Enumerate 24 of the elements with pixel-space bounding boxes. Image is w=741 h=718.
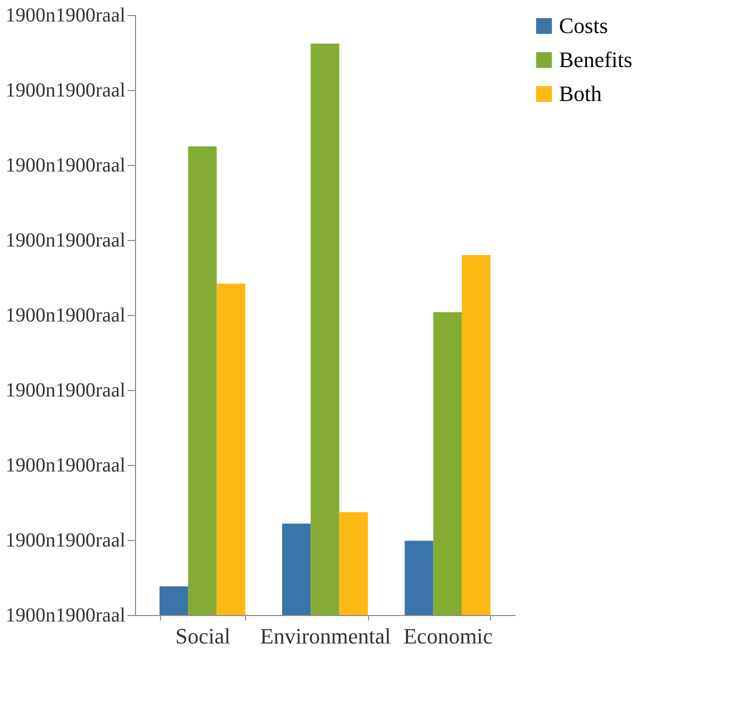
text: 1900n1900raal (6, 80, 126, 102)
bar (188, 146, 217, 615)
legend-label: Both (559, 81, 602, 106)
bar (216, 284, 246, 615)
bar (339, 512, 368, 615)
bar (282, 524, 311, 615)
text: 1900n1900raal (6, 530, 126, 552)
text: 1900n1900raal (6, 604, 126, 626)
legend-label: Benefits (559, 47, 632, 72)
text: 1900n1900raal (6, 454, 126, 476)
legend-label: Costs (559, 13, 608, 38)
x-tick-label: Environmental (260, 624, 391, 648)
text: 1900n1900raal (6, 304, 126, 326)
text: 1900n1900raal (6, 380, 126, 402)
text: 1900n1900raal (6, 4, 126, 26)
bar (433, 312, 462, 615)
text: 1900n1900raal (6, 230, 126, 252)
text: 1900n1900raal (6, 154, 126, 176)
bar (160, 586, 188, 615)
x-tick-label: Economic (403, 624, 493, 648)
bar (462, 255, 490, 615)
bar (404, 540, 434, 615)
bar (310, 44, 340, 615)
x-tick-label: Social (175, 624, 230, 648)
